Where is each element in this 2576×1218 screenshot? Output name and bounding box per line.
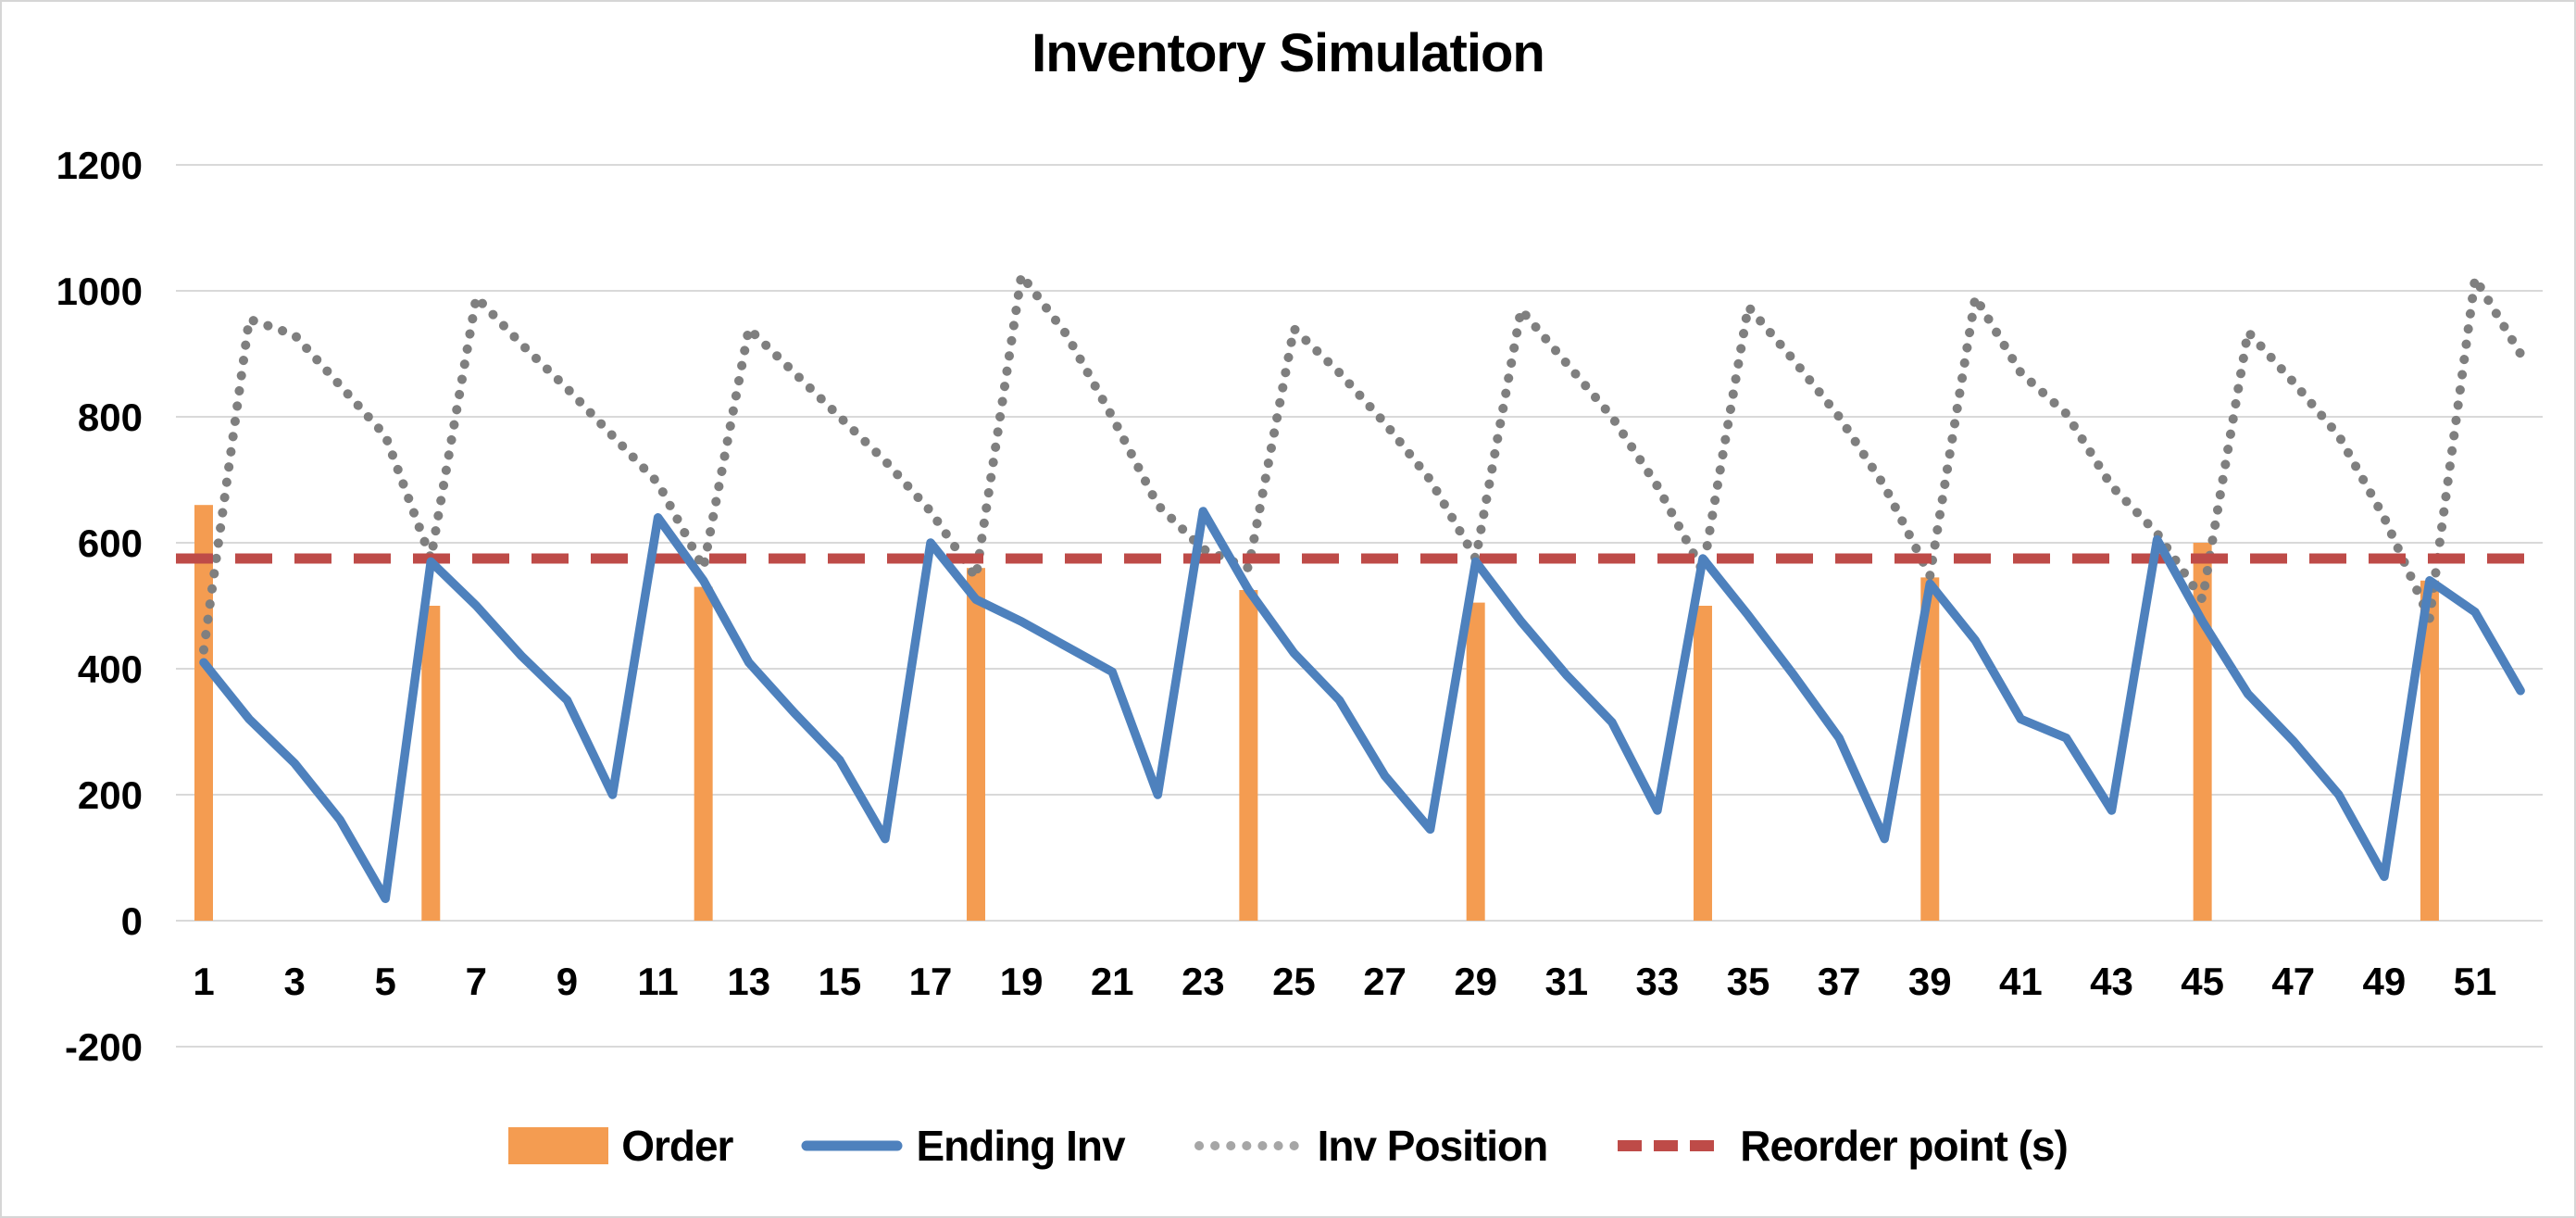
legend-item-ending-inv: Ending Inv (801, 1121, 1126, 1171)
order-bar (1239, 590, 1258, 921)
legend-label-inv-position: Inv Position (1317, 1122, 1549, 1170)
legend-item-inv-position: Inv Position (1194, 1121, 1548, 1171)
order-bar (421, 606, 441, 921)
x-axis-tick-label: 5 (375, 960, 396, 1003)
order-bar (194, 505, 213, 921)
x-axis-tick-label: 23 (1182, 960, 1225, 1003)
y-axis-tick-label: 400 (78, 647, 143, 691)
x-axis-tick-label: 41 (1999, 960, 2043, 1003)
x-axis-tick-label: 25 (1272, 960, 1316, 1003)
x-axis-tick-label: 27 (1363, 960, 1407, 1003)
x-axis-tick-label: 49 (2363, 960, 2407, 1003)
legend-label-order: Order (621, 1122, 733, 1170)
x-axis-tick-label: 11 (637, 960, 678, 1003)
order-bar (2193, 543, 2212, 921)
x-axis-tick-label: 47 (2271, 960, 2315, 1003)
y-axis-tick-label: 0 (121, 899, 143, 943)
x-axis-tick-label: 15 (818, 960, 861, 1003)
x-axis-tick-label: 35 (1727, 960, 1770, 1003)
legend-label-ending-inv: Ending Inv (916, 1122, 1125, 1170)
x-axis-tick-label: 13 (727, 960, 770, 1003)
y-axis-tick-label: 800 (78, 396, 143, 439)
x-axis-tick-label: 39 (1908, 960, 1952, 1003)
y-axis-tick-label: 200 (78, 773, 143, 817)
inv-position-series (199, 263, 2526, 655)
y-axis-tick-label: 1000 (56, 270, 143, 313)
reorder-point-swatch-icon (1618, 1140, 1726, 1151)
legend-label-reorder-point: Reorder point (s) (1740, 1122, 2069, 1170)
x-axis-tick-label: 37 (1818, 960, 1861, 1003)
x-axis-tick-label: 3 (283, 960, 305, 1003)
legend-item-order: Order (508, 1121, 733, 1171)
x-axis-tick-label: 45 (2181, 960, 2224, 1003)
order-bar (1466, 602, 1485, 921)
x-axis-tick-label: 9 (556, 960, 578, 1003)
ending-inv-series (199, 507, 2525, 903)
x-axis-tick-label: 21 (1091, 960, 1134, 1003)
order-bar (1920, 577, 1940, 921)
inv-position-swatch-icon (1194, 1141, 1305, 1150)
order-bar (2420, 580, 2439, 921)
ending-inv-swatch-icon (801, 1140, 903, 1151)
order-swatch-icon (508, 1127, 609, 1164)
chart-title: Inventory Simulation (1032, 23, 1545, 83)
order-bar (694, 586, 713, 921)
legend-item-reorder-point: Reorder point (s) (1616, 1121, 2069, 1171)
x-axis-tick-label: 29 (1454, 960, 1497, 1003)
x-axis-tick-label: 7 (466, 960, 487, 1003)
y-axis-tick-label: -200 (65, 1025, 143, 1069)
order-bar (967, 568, 986, 921)
y-axis-tick-label: 600 (78, 521, 143, 565)
x-axis-tick-label: 51 (2454, 960, 2497, 1003)
x-axis-tick-label: 17 (909, 960, 953, 1003)
x-axis-tick-label: 31 (1544, 960, 1588, 1003)
legend: Order Ending Inv Inv Position Reorder po… (2, 1121, 2574, 1171)
x-axis-tick-label: 19 (1000, 960, 1044, 1003)
x-axis-tick-label: 33 (1636, 960, 1680, 1003)
x-axis-tick-label: 43 (2090, 960, 2133, 1003)
y-axis-tick-label: 1200 (56, 144, 143, 187)
order-bar (1693, 606, 1712, 921)
x-axis-tick-label: 1 (193, 960, 214, 1003)
